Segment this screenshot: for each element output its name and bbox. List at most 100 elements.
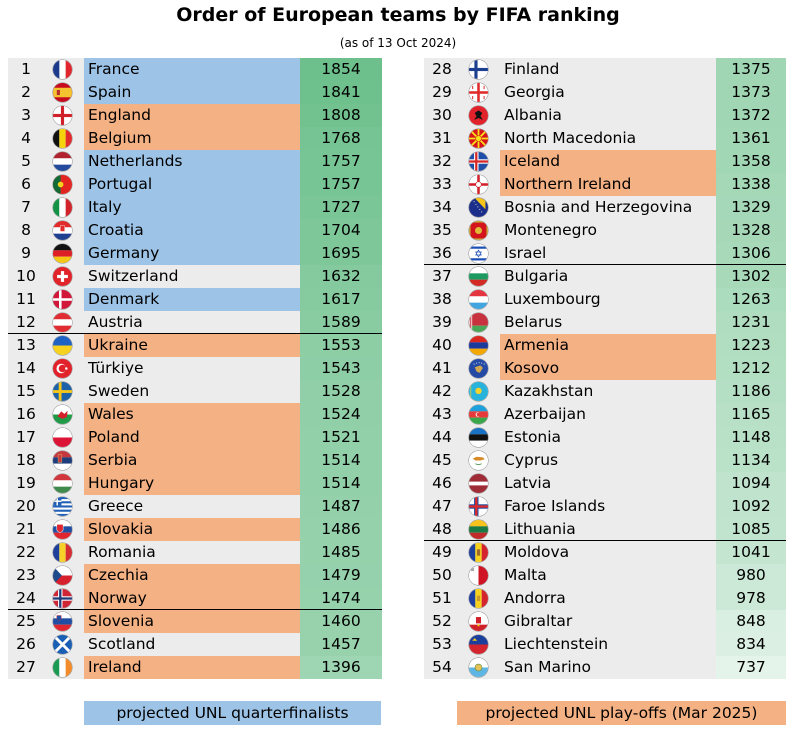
flag-cell [44, 380, 84, 403]
sweden-flag-icon [53, 382, 72, 401]
kosovo-flag-icon [469, 359, 488, 378]
flag-cell [44, 357, 84, 380]
rank-number: 28 [424, 58, 460, 81]
flag-cell [44, 334, 84, 357]
team-row: 52 Gibraltar 848 [424, 610, 786, 633]
flag-cell [44, 265, 84, 288]
rank-number: 37 [424, 265, 460, 288]
rank-number: 44 [424, 426, 460, 449]
team-name: Faroe Islands [500, 495, 716, 518]
flag-cell [44, 127, 84, 150]
portugal-flag-icon [53, 175, 72, 194]
rank-number: 32 [424, 150, 460, 173]
rank-number: 27 [8, 656, 44, 679]
czechia-flag-icon [53, 566, 72, 585]
rank-number: 34 [424, 196, 460, 219]
team-row: 4 Belgium 1768 [8, 127, 382, 150]
team-name: Germany [84, 242, 300, 265]
team-row: 31 North Macedonia 1361 [424, 127, 786, 150]
fifa-points: 1514 [300, 449, 382, 472]
fifa-points: 1524 [300, 403, 382, 426]
fifa-points: 1134 [716, 449, 786, 472]
team-name: Spain [84, 81, 300, 104]
team-name: Greece [84, 495, 300, 518]
rank-number: 19 [8, 472, 44, 495]
fifa-points: 1553 [300, 334, 382, 357]
rank-number: 36 [424, 242, 460, 265]
team-row: 39 Belarus 1231 [424, 311, 786, 334]
albania-flag-icon [469, 106, 488, 125]
rank-number: 7 [8, 196, 44, 219]
rank-number: 6 [8, 173, 44, 196]
fifa-points: 1372 [716, 104, 786, 127]
flag-cell [44, 104, 84, 127]
fifa-points: 1212 [716, 357, 786, 380]
team-row: 9 Germany 1695 [8, 242, 382, 265]
slovenia-flag-icon [53, 612, 72, 631]
flag-cell [460, 472, 500, 495]
flag-cell [44, 518, 84, 541]
finland-flag-icon [469, 60, 488, 79]
flag-cell [460, 334, 500, 357]
fifa-points: 1727 [300, 196, 382, 219]
fifa-points: 1460 [300, 610, 382, 633]
rank-number: 10 [8, 265, 44, 288]
flag-cell [460, 288, 500, 311]
fifa-points: 1302 [716, 265, 786, 288]
team-name: Iceland [500, 150, 716, 173]
poland-flag-icon [53, 428, 72, 447]
team-name: Hungary [84, 472, 300, 495]
flag-cell [460, 495, 500, 518]
team-name: Finland [500, 58, 716, 81]
fifa-points: 1854 [300, 58, 382, 81]
flag-cell [460, 127, 500, 150]
team-row: 13 Ukraine 1553 [8, 334, 382, 357]
team-row: 16 Wales 1524 [8, 403, 382, 426]
hungary-flag-icon [53, 474, 72, 493]
rank-number: 40 [424, 334, 460, 357]
israel-flag-icon [469, 244, 488, 263]
rank-number: 9 [8, 242, 44, 265]
fifa-points: 1457 [300, 633, 382, 656]
denmark-flag-icon [53, 290, 72, 309]
team-name: Scotland [84, 633, 300, 656]
flag-cell [44, 633, 84, 656]
rank-number: 41 [424, 357, 460, 380]
team-name: Wales [84, 403, 300, 426]
team-row: 41 Kosovo 1212 [424, 357, 786, 380]
fifa-points: 1306 [716, 242, 786, 265]
england-flag-icon [53, 106, 72, 125]
team-name: Denmark [84, 288, 300, 311]
team-row: 19 Hungary 1514 [8, 472, 382, 495]
team-name: Netherlands [84, 150, 300, 173]
rank-number: 12 [8, 311, 44, 334]
fifa-points: 1361 [716, 127, 786, 150]
flag-cell [44, 196, 84, 219]
rank-number: 26 [8, 633, 44, 656]
flag-cell [44, 288, 84, 311]
fifa-points: 1338 [716, 173, 786, 196]
flag-cell [44, 58, 84, 81]
slovakia-flag-icon [53, 520, 72, 539]
fifa-points: 737 [716, 656, 786, 679]
flag-cell [44, 81, 84, 104]
iceland-flag-icon [469, 152, 488, 171]
azerbaijan-flag-icon [469, 405, 488, 424]
fifa-points: 1375 [716, 58, 786, 81]
team-row: 7 Italy 1727 [8, 196, 382, 219]
fifa-points: 1485 [300, 541, 382, 564]
rank-number: 11 [8, 288, 44, 311]
ranking-column-right: 28 Finland 1375 29 Georgia 1373 30 Albania 1372 3… [424, 58, 786, 679]
team-name: Serbia [84, 449, 300, 472]
team-row: 26 Scotland 1457 [8, 633, 382, 656]
team-name: San Marino [500, 656, 716, 679]
rank-number: 51 [424, 587, 460, 610]
rank-number: 33 [424, 173, 460, 196]
fifa-points: 1396 [300, 656, 382, 679]
team-row: 5 Netherlands 1757 [8, 150, 382, 173]
team-row: 12 Austria 1589 [8, 311, 382, 334]
fifa-points: 1041 [716, 541, 786, 564]
fifa-points: 978 [716, 587, 786, 610]
rank-number: 18 [8, 449, 44, 472]
team-row: 25 Slovenia 1460 [8, 610, 382, 633]
